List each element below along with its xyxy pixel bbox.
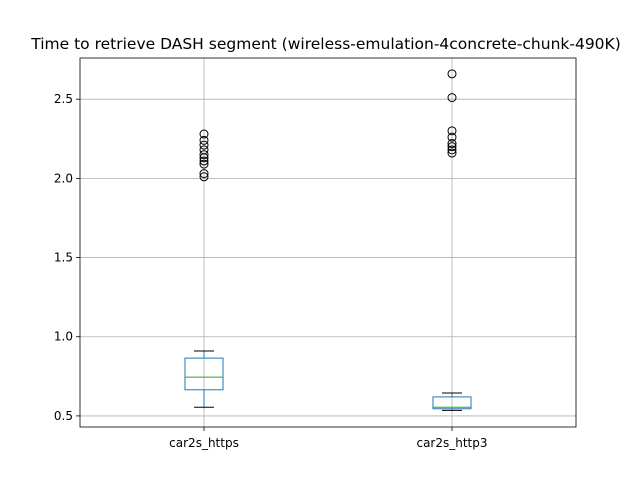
outlier-point [447,142,457,152]
y-tick-label: 1.0 [54,330,73,344]
y-tick-label: 1.5 [54,251,73,265]
box-group-car2s_http3 [432,69,472,411]
x-tick-label: car2s_http3 [416,436,487,450]
outlier-point [199,129,209,139]
outlier-point [447,139,457,149]
outlier-point [447,148,457,158]
x-tick-label: car2s_https [169,436,239,450]
axes: 0.5 1.0 1.5 2.0 2.5 car2s_https car2s_http3 [54,57,577,450]
box-group-car2s_https [184,129,224,408]
outlier-point [199,169,209,179]
box-iqr [184,357,224,391]
grid [80,58,576,427]
outlier-point [199,135,209,145]
outlier-point [199,145,209,155]
outlier-point [447,93,457,103]
y-tick-label: 0.5 [54,409,73,423]
outlier-point [447,145,457,155]
outlier-point [447,69,457,79]
outlier-point [199,156,209,166]
outlier-point [199,159,209,169]
box-iqr [432,396,472,410]
chart-title: Time to retrieve DASH segment (wireless-… [30,35,621,53]
y-tick-label: 2.5 [54,92,73,106]
outlier-point [447,132,457,142]
outlier-point [199,150,209,160]
plot-area [184,69,472,411]
y-tick-label: 2.0 [54,171,73,185]
outlier-point [199,172,209,182]
outlier-point [199,140,209,150]
outlier-point [447,126,457,136]
plot-frame [79,57,577,428]
